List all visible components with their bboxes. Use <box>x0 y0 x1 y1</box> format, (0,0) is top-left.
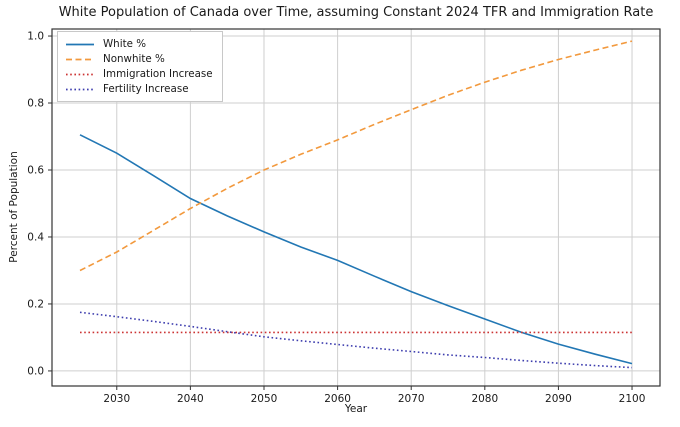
legend-line-swatch-fertility-increase <box>66 88 94 90</box>
y-tick-label: 1.0 <box>27 31 44 43</box>
x-tick-label: 2090 <box>545 393 572 405</box>
legend-item-nonwhite: Nonwhite % <box>65 53 213 65</box>
legend-item-white: White % <box>65 38 213 50</box>
y-tick-label: 0.6 <box>27 165 44 177</box>
x-tick-label: 2050 <box>251 393 278 405</box>
x-tick-label: 2070 <box>398 393 425 405</box>
series-line-white <box>79 134 633 365</box>
x-tick-label: 2030 <box>103 393 130 405</box>
series-line-nonwhite <box>79 40 633 272</box>
y-tick-label: 0.2 <box>27 299 44 311</box>
x-tick-label: 2080 <box>471 393 498 405</box>
legend-label: Fertility Increase <box>103 83 189 95</box>
legend: White % Nonwhite % Immigration Increase Fer… <box>57 31 223 102</box>
legend-line-swatch-immigration-increase <box>66 73 94 75</box>
y-axis-label: Percent of Population <box>8 151 20 263</box>
legend-item-immigration-increase: Immigration Increase <box>65 68 213 80</box>
x-tick-label: 2100 <box>619 393 646 405</box>
legend-label: Nonwhite % <box>103 53 165 65</box>
x-tick-label: 2060 <box>324 393 351 405</box>
y-tick-label: 0.4 <box>27 232 44 244</box>
legend-line-swatch-white <box>66 43 94 45</box>
series-line-fertility-increase <box>79 311 633 369</box>
y-tick-label: 0.0 <box>27 366 44 378</box>
plot-border <box>51 28 661 387</box>
y-tick-label: 0.8 <box>27 98 44 110</box>
legend-line-swatch-nonwhite <box>66 58 94 60</box>
legend-label: Immigration Increase <box>103 68 213 80</box>
chart-title: White Population of Canada over Time, as… <box>58 5 654 20</box>
legend-item-fertility-increase: Fertility Increase <box>65 83 213 95</box>
legend-label: White % <box>103 38 146 50</box>
x-axis-label: Year <box>344 403 368 415</box>
x-tick-label: 2040 <box>177 393 204 405</box>
